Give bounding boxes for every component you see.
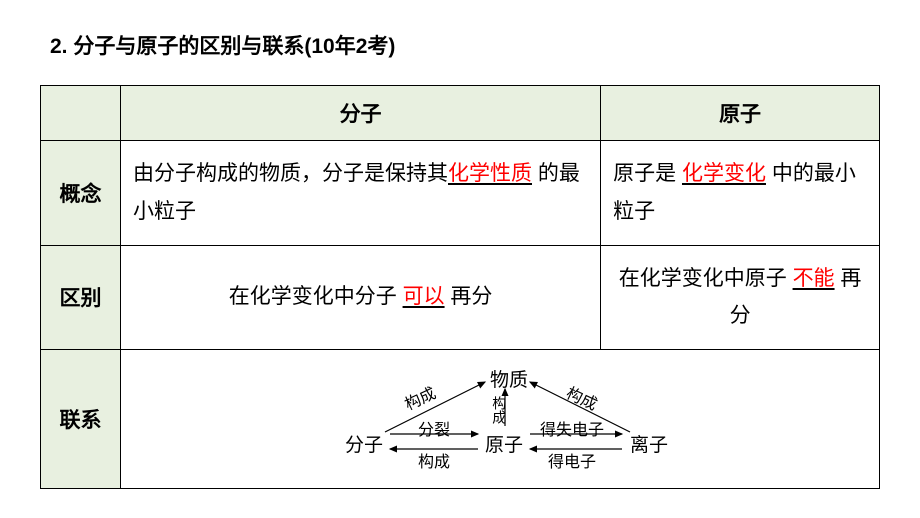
blank-answer: 可以 bbox=[403, 285, 445, 308]
header-blank bbox=[41, 86, 121, 141]
blank-answer: 不能 bbox=[793, 267, 835, 290]
edge-compose-bottom: 构成 bbox=[418, 449, 450, 478]
row-label-relation: 联系 bbox=[41, 350, 121, 489]
text: 再分 bbox=[445, 285, 493, 308]
blank-answer: 化学性质 bbox=[448, 162, 532, 185]
row-label-difference: 区别 bbox=[41, 245, 121, 350]
cell-difference-atom: 在化学变化中原子 不能 再分 bbox=[601, 245, 880, 350]
node-matter: 物质 bbox=[490, 364, 528, 398]
comparison-table: 分子 原子 概念 由分子构成的物质，分子是保持其化学性质 的最小粒子 原子是 化… bbox=[40, 85, 880, 489]
text: 由分子构成的物质，分子是保持其 bbox=[133, 162, 448, 185]
node-atom: 原子 bbox=[485, 429, 523, 463]
header-molecule: 分子 bbox=[121, 86, 601, 141]
text: 在化学变化中分子 bbox=[229, 285, 403, 308]
cell-difference-molecule: 在化学变化中分子 可以 再分 bbox=[121, 245, 601, 350]
edge-compose-mid: 构成 bbox=[485, 396, 510, 424]
header-atom: 原子 bbox=[601, 86, 880, 141]
cell-concept-molecule: 由分子构成的物质，分子是保持其化学性质 的最小粒子 bbox=[121, 141, 601, 246]
text: 原子是 bbox=[613, 162, 682, 185]
node-molecule: 分子 bbox=[345, 429, 383, 463]
edge-split: 分裂 bbox=[418, 417, 450, 446]
text: 在化学变化中原子 bbox=[619, 267, 793, 290]
cell-concept-atom: 原子是 化学变化 中的最小粒子 bbox=[601, 141, 880, 246]
row-label-concept: 概念 bbox=[41, 141, 121, 246]
edge-gain-lose: 得失电子 bbox=[540, 417, 604, 446]
node-ion: 离子 bbox=[630, 429, 668, 463]
edge-gain-electron: 得电子 bbox=[548, 449, 596, 478]
relation-diagram: 物质 分子 原子 离子 构成 构成 构成 分裂 构成 得失电子 得电子 bbox=[300, 364, 700, 474]
blank-answer: 化学变化 bbox=[682, 162, 766, 185]
cell-relation-diagram: 物质 分子 原子 离子 构成 构成 构成 分裂 构成 得失电子 得电子 bbox=[121, 350, 880, 489]
section-title: 2. 分子与原子的区别与联系(10年2考) bbox=[50, 30, 880, 60]
